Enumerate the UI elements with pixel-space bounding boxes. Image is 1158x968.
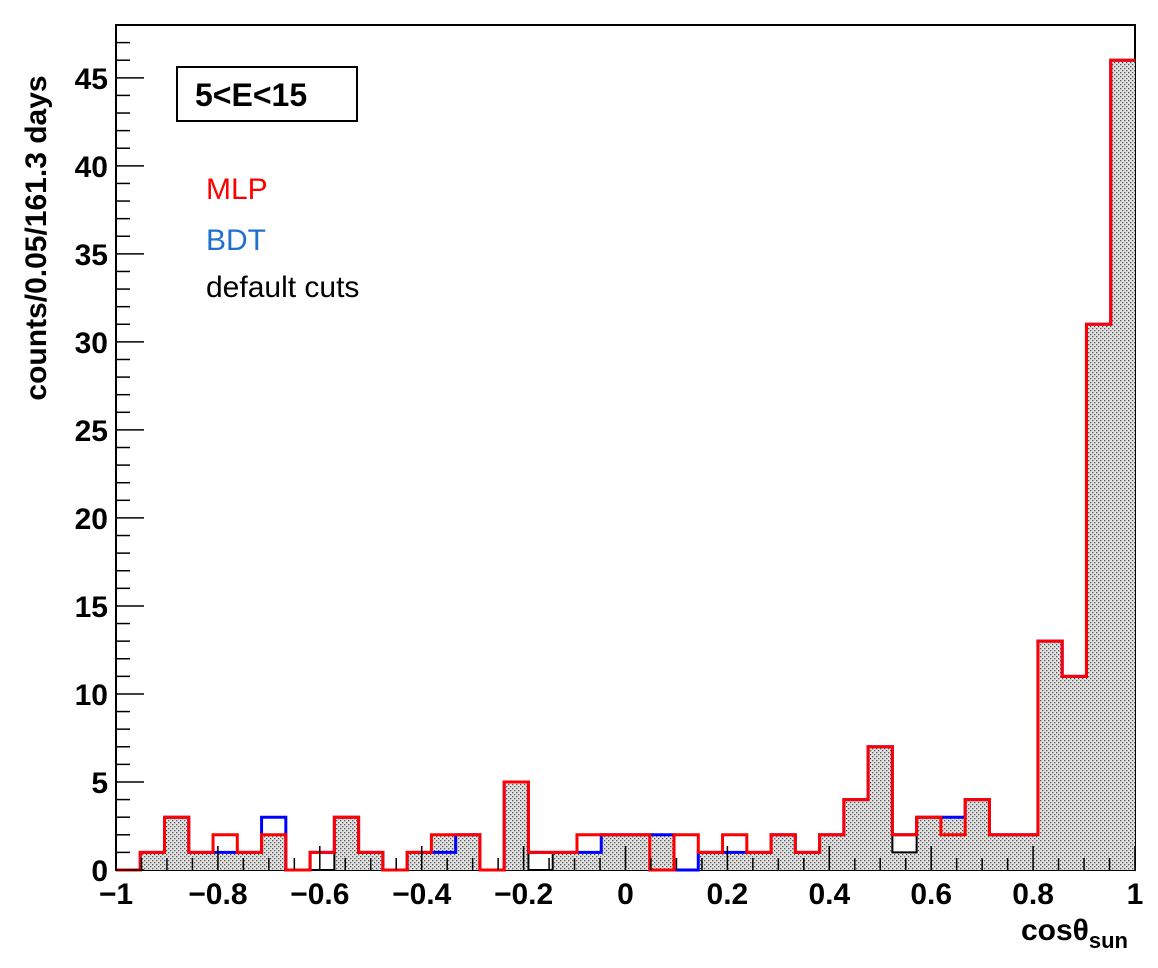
x-tick-label: 0.2 (707, 878, 749, 911)
default-cuts-bar (795, 852, 820, 870)
x-axis-title-main: cosθ (1021, 914, 1089, 947)
x-tick-label: 1 (1127, 878, 1144, 911)
default-cuts-bar (164, 817, 189, 870)
series-default-cuts-line (116, 59, 1135, 871)
default-cuts-bar (1013, 834, 1038, 870)
default-cuts-bar (1110, 60, 1135, 871)
default-cuts-bar (552, 852, 577, 870)
y-tick-label: 10 (75, 679, 108, 712)
legend-label-default-cuts: default cuts (206, 271, 359, 304)
plot-frame (115, 24, 1136, 871)
axis-layer: −1 −0.8 −0.6 −0.4 −0.2 0 0.2 0.4 0.6 0.8 105101520… (75, 24, 1144, 911)
y-tick-label: 45 (75, 63, 108, 96)
x-tick-label: −0.2 (494, 878, 553, 911)
y-tick-label: 5 (91, 767, 108, 800)
default-cuts-bar (504, 781, 529, 870)
energy-range-label: 5<E<15 (195, 77, 307, 113)
energy-range-box (176, 66, 358, 122)
x-tick-label: 0.8 (1012, 878, 1054, 911)
default-cuts-bar (746, 852, 772, 870)
y-tick-label: 15 (75, 591, 108, 624)
y-axis-title: counts/0.05/161.3 days (20, 75, 53, 400)
default-cuts-bar (188, 852, 214, 870)
default-cuts-bar (455, 834, 480, 870)
default-cuts-bar (771, 834, 796, 870)
default-cuts-bar (237, 852, 262, 870)
x-tick-label: 0.6 (910, 878, 952, 911)
default-cuts-bar (698, 852, 723, 870)
y-tick-label: 40 (75, 151, 108, 184)
y-tick-label: 35 (75, 239, 108, 272)
y-tick-label: 0 (91, 855, 108, 888)
default-cuts-fill-layer (140, 60, 1135, 871)
default-cuts-bar (892, 852, 917, 870)
default-cuts-bar (261, 834, 286, 870)
default-cuts-bar (1062, 676, 1087, 870)
default-cuts-bar (843, 799, 869, 870)
y-tick-label: 25 (75, 415, 108, 448)
default-cuts-bar (407, 852, 432, 870)
default-cuts-bar (601, 834, 626, 870)
x-tick-label: −0.6 (290, 878, 349, 911)
default-cuts-bar (819, 834, 844, 870)
default-cuts-bar (1086, 324, 1111, 870)
default-cuts-bar (868, 746, 893, 870)
x-tick-label: −0.8 (188, 878, 247, 911)
legend-label-mlp: MLP (206, 173, 268, 206)
x-axis-title: cosθsun (1021, 914, 1128, 953)
series-layer (116, 58, 1135, 872)
series-bdt-line (116, 58, 1135, 872)
default-cuts-bar (140, 852, 165, 870)
y-tick-label: 30 (75, 327, 108, 360)
default-cuts-bar (1037, 641, 1063, 870)
y-tick-label: 20 (75, 503, 108, 536)
default-cuts-bar (334, 817, 359, 870)
default-cuts-bar (989, 834, 1014, 870)
default-cuts-bar (625, 834, 650, 870)
x-axis-title-subscript: sun (1089, 928, 1128, 953)
default-cuts-bar (965, 799, 990, 870)
x-tick-label: 0.4 (808, 878, 850, 911)
default-cuts-bar (649, 834, 675, 870)
x-tick-label: 0 (617, 878, 634, 911)
x-tick-label: −1 (99, 878, 133, 911)
default-cuts-bar (213, 852, 238, 870)
default-cuts-bar (916, 817, 941, 870)
default-cuts-bar (940, 817, 966, 870)
default-cuts-bar (576, 852, 602, 870)
legend-label-bdt: BDT (206, 224, 266, 257)
default-cuts-bar (722, 852, 747, 870)
series-mlp-line (116, 58, 1135, 872)
x-tick-label: −0.4 (392, 878, 452, 911)
